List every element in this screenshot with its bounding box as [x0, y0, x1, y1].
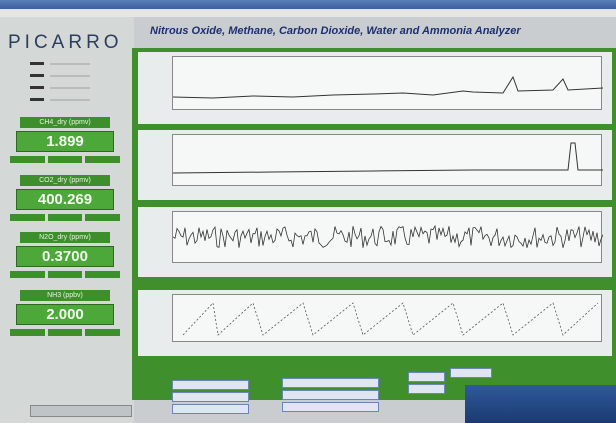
trace — [173, 212, 603, 262]
title-bar — [0, 0, 616, 9]
dropdown[interactable] — [172, 392, 249, 402]
readout-label: CH4_dry (ppmv) — [20, 117, 110, 128]
readout: CH4_dry (ppmv) 1.899 — [10, 117, 120, 163]
readout-value: 2.000 — [16, 304, 114, 325]
readout-value: 1.899 — [16, 131, 114, 152]
readout: CO2_dry (ppmv) 400.269 — [10, 175, 120, 221]
app-title: Nitrous Oxide, Methane, Carbon Dioxide, … — [150, 25, 521, 37]
dropdown[interactable] — [408, 384, 445, 394]
trace — [173, 57, 603, 109]
brand: PICARRO — [8, 32, 123, 54]
readout-label: N2O_dry (ppmv) — [20, 232, 110, 243]
button[interactable] — [30, 405, 132, 417]
dropdown[interactable] — [282, 402, 379, 412]
dropdown[interactable] — [172, 380, 249, 390]
dropdown[interactable] — [282, 378, 379, 388]
chart-panel — [138, 52, 612, 124]
readout-stats — [10, 329, 120, 336]
readout-stats — [10, 156, 120, 163]
chart-panel — [138, 207, 612, 277]
dropdown[interactable] — [282, 390, 379, 400]
readout-label: CO2_dry (ppmv) — [20, 175, 110, 186]
readout: NH3 (ppbv) 2.000 — [10, 290, 120, 336]
readout-stats — [10, 271, 120, 278]
trace — [173, 135, 603, 185]
dropdown[interactable] — [408, 372, 445, 382]
screen: PICARRO CH4_dry (ppmv) 1.899 CO2_dry (ppmv… — [0, 0, 616, 423]
readout: N2O_dry (ppmv) 0.3700 — [10, 232, 120, 278]
field[interactable] — [450, 368, 492, 378]
readout-value: 0.3700 — [16, 246, 114, 267]
chart-panel — [138, 130, 612, 200]
chart-panel — [138, 290, 612, 356]
readout-stats — [10, 214, 120, 221]
menu-bar — [0, 9, 616, 17]
dropdown[interactable] — [172, 404, 249, 414]
readout-label: NH3 (ppbv) — [20, 290, 110, 301]
trace-line — [173, 226, 603, 248]
readout-value: 400.269 — [16, 189, 114, 210]
trace — [173, 295, 603, 341]
popup-window — [465, 385, 616, 423]
